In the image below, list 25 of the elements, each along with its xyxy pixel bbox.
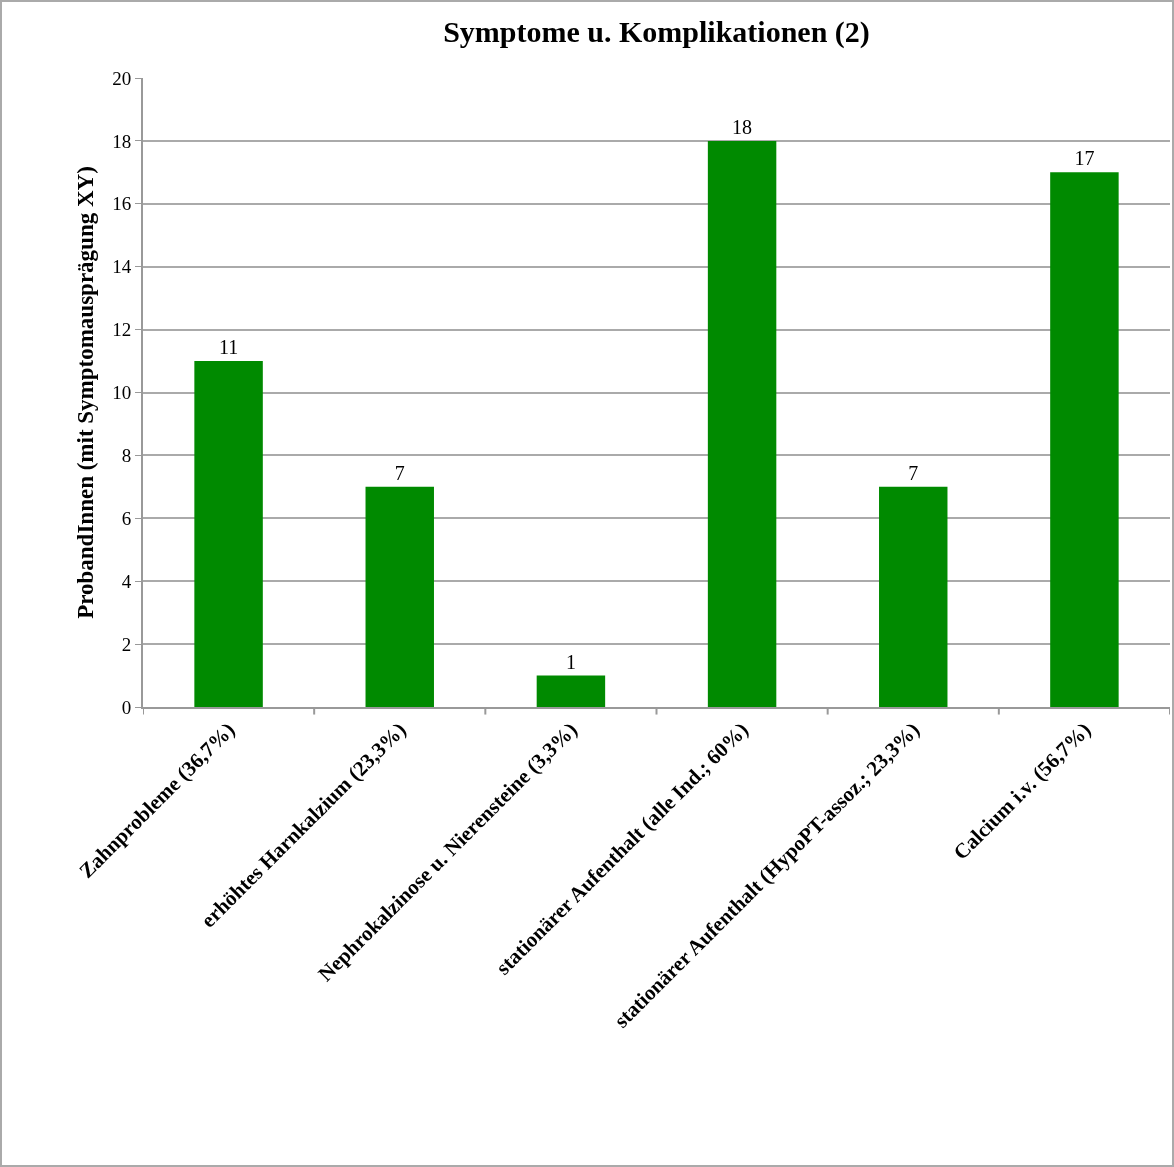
bar	[365, 486, 434, 707]
y-tick-label: 16	[112, 193, 132, 215]
y-tick-label: 4	[121, 570, 132, 592]
bar	[536, 675, 606, 707]
y-tick-label: 20	[112, 67, 132, 89]
data-label: 18	[732, 115, 753, 138]
data-label: 1	[565, 650, 576, 673]
bar	[707, 140, 777, 707]
y-tick-label: 14	[112, 256, 132, 278]
bar	[1050, 172, 1119, 707]
bar	[879, 486, 948, 707]
y-tick-label: 6	[121, 507, 132, 529]
y-tick-label: 10	[112, 382, 132, 404]
bar	[194, 361, 263, 707]
y-tick-label: 12	[112, 319, 132, 341]
data-label: 17	[1074, 147, 1095, 170]
y-tick-label: 2	[121, 633, 132, 655]
data-label: 7	[908, 461, 919, 484]
y-tick-label: 0	[121, 696, 132, 718]
y-tick-label: 18	[112, 130, 132, 152]
y-tick-label: 8	[121, 445, 132, 467]
y-axis-title: ProbandInnen (mit Symptomausprägung XY)	[73, 166, 99, 619]
data-label: 11	[218, 336, 239, 359]
data-label: 7	[394, 461, 405, 484]
chart-title: Symptome u. Komplikationen (2)	[443, 14, 870, 49]
